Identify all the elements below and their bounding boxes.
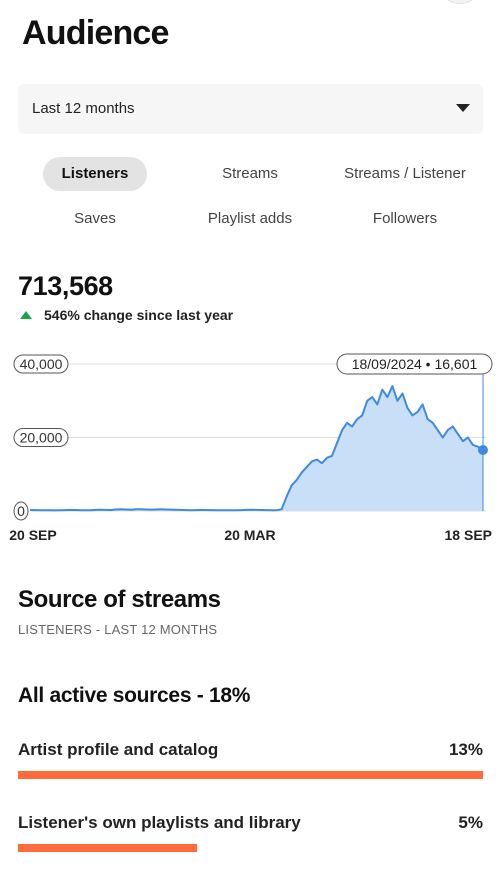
y-tick-label: 20,000 (20, 430, 63, 446)
section-title-source-of-streams: Source of streams (18, 586, 221, 613)
hover-point (478, 444, 488, 455)
source-bar (18, 844, 197, 852)
tab-streams[interactable]: Streams (222, 165, 278, 182)
x-tick-label: 20 SEP (9, 527, 56, 543)
trend-up-icon (20, 311, 32, 319)
source-row-own-playlists[interactable]: Listener's own playlists and library 5% (18, 813, 483, 858)
x-tick-label: 18 SEP (445, 527, 492, 543)
series-line (29, 385, 484, 512)
tooltip-box (336, 353, 493, 375)
tab-playlist-adds[interactable]: Playlist adds (207, 210, 293, 227)
series-area (30, 386, 483, 511)
tooltip-label: 18/09/2024 • 16,601 (352, 356, 478, 372)
time-range-select[interactable]: Last 12 months (18, 84, 483, 134)
source-percent: 5% (458, 813, 483, 832)
chevron-down-icon (456, 104, 470, 112)
source-label: Artist profile and catalog (18, 740, 219, 759)
y-tick-pill (13, 428, 69, 447)
tab-saves[interactable]: Saves (74, 210, 116, 227)
listeners-chart[interactable]: 40,000 20,000 0 20 SEP 20 MAR 18 SEP 18/09/202… (0, 346, 500, 546)
section-subtitle: LISTENERS - LAST 12 MONTHS (18, 622, 218, 637)
tab-followers[interactable]: Followers (372, 210, 438, 227)
active-sources-title: All active sources - 18% (18, 684, 251, 707)
profile-avatar-edge[interactable] (445, 0, 475, 4)
tab-listeners[interactable]: Listeners (43, 157, 147, 191)
y-tick-label: 0 (17, 503, 25, 519)
y-tick-pill (13, 354, 69, 374)
source-label: Listener's own playlists and library (18, 813, 301, 832)
source-bar (18, 771, 483, 779)
y-tick-pill (13, 501, 29, 521)
listeners-total: 713,568 (18, 271, 113, 301)
source-percent: 13% (448, 740, 483, 759)
source-row-artist-profile[interactable]: Artist profile and catalog 13% (18, 740, 483, 785)
y-tick-label: 40,000 (20, 356, 63, 372)
time-range-value: Last 12 months (32, 100, 135, 117)
change-text: 546% change since last year (44, 307, 234, 323)
tab-streams-per-listener[interactable]: Streams / Listener (344, 165, 466, 182)
change-indicator: 546% change since last year (20, 307, 233, 323)
x-tick-label: 20 MAR (224, 527, 275, 543)
page-title: Audience (22, 14, 169, 52)
